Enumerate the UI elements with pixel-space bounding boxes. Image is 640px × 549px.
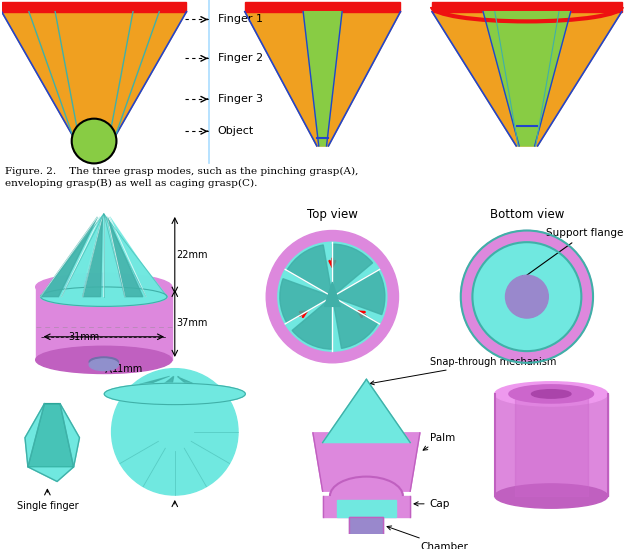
- Ellipse shape: [495, 382, 607, 406]
- Wedge shape: [332, 296, 378, 349]
- Ellipse shape: [89, 359, 118, 371]
- Text: Top view: Top view: [307, 208, 358, 221]
- Text: Finger 3: Finger 3: [218, 94, 262, 104]
- Text: Object: Object: [218, 126, 254, 136]
- Text: Single finger: Single finger: [17, 501, 78, 511]
- Text: Cap: Cap: [414, 499, 450, 509]
- Polygon shape: [40, 214, 167, 296]
- Wedge shape: [332, 244, 372, 296]
- Bar: [349, 518, 383, 535]
- Text: Bottom view: Bottom view: [490, 208, 564, 221]
- Text: Chamber: Chamber: [387, 526, 468, 549]
- Bar: [36, 287, 172, 360]
- Polygon shape: [28, 404, 74, 467]
- Circle shape: [72, 119, 116, 164]
- Bar: [515, 391, 588, 496]
- Circle shape: [266, 231, 399, 363]
- Ellipse shape: [40, 287, 167, 306]
- Wedge shape: [292, 296, 332, 349]
- Text: Palm: Palm: [423, 433, 455, 450]
- Wedge shape: [332, 271, 385, 315]
- Polygon shape: [104, 377, 170, 394]
- Bar: [432, 2, 621, 12]
- Ellipse shape: [104, 383, 245, 405]
- Polygon shape: [177, 377, 217, 394]
- Text: enveloping grasp(B) as well as caging grasp(C).: enveloping grasp(B) as well as caging gr…: [4, 179, 257, 188]
- Bar: [245, 2, 401, 12]
- Ellipse shape: [89, 357, 118, 367]
- Polygon shape: [104, 374, 245, 394]
- Bar: [495, 394, 607, 496]
- Polygon shape: [83, 217, 102, 296]
- Ellipse shape: [36, 346, 172, 373]
- Text: 11mm: 11mm: [111, 363, 143, 374]
- Text: 37mm: 37mm: [177, 318, 208, 328]
- Ellipse shape: [495, 484, 607, 508]
- Text: Support flange: Support flange: [520, 228, 624, 280]
- Polygon shape: [109, 217, 164, 296]
- Polygon shape: [483, 12, 571, 146]
- Polygon shape: [128, 377, 172, 394]
- Ellipse shape: [36, 273, 172, 300]
- Circle shape: [472, 242, 581, 351]
- Polygon shape: [303, 12, 342, 146]
- Bar: [323, 496, 410, 518]
- Text: Finger 2: Finger 2: [218, 53, 262, 63]
- Polygon shape: [245, 12, 401, 146]
- Ellipse shape: [509, 385, 593, 403]
- Polygon shape: [108, 217, 143, 296]
- Polygon shape: [432, 12, 621, 146]
- Text: 22mm: 22mm: [177, 250, 208, 260]
- Bar: [349, 518, 383, 535]
- Polygon shape: [175, 377, 193, 394]
- Polygon shape: [324, 282, 340, 306]
- Polygon shape: [313, 433, 420, 491]
- Circle shape: [506, 275, 548, 318]
- Text: Figure. 2.    The three grasp modes, such as the pinching grasp(A),: Figure. 2. The three grasp modes, such a…: [4, 167, 358, 176]
- Polygon shape: [40, 217, 97, 296]
- Polygon shape: [323, 379, 410, 442]
- Polygon shape: [104, 217, 122, 296]
- Wedge shape: [280, 279, 332, 323]
- Polygon shape: [25, 404, 79, 481]
- Text: 31mm: 31mm: [68, 332, 100, 342]
- Polygon shape: [179, 377, 241, 394]
- Ellipse shape: [531, 390, 571, 398]
- Circle shape: [111, 368, 238, 495]
- Circle shape: [278, 242, 387, 351]
- Circle shape: [461, 231, 593, 363]
- Polygon shape: [2, 12, 186, 146]
- Polygon shape: [61, 217, 100, 296]
- Polygon shape: [151, 377, 173, 394]
- Text: Snap-through mechanism: Snap-through mechanism: [370, 357, 556, 385]
- Wedge shape: [287, 245, 332, 296]
- Bar: [2, 2, 186, 12]
- Polygon shape: [330, 491, 403, 496]
- Text: Finger 1: Finger 1: [218, 14, 262, 25]
- Bar: [337, 500, 396, 518]
